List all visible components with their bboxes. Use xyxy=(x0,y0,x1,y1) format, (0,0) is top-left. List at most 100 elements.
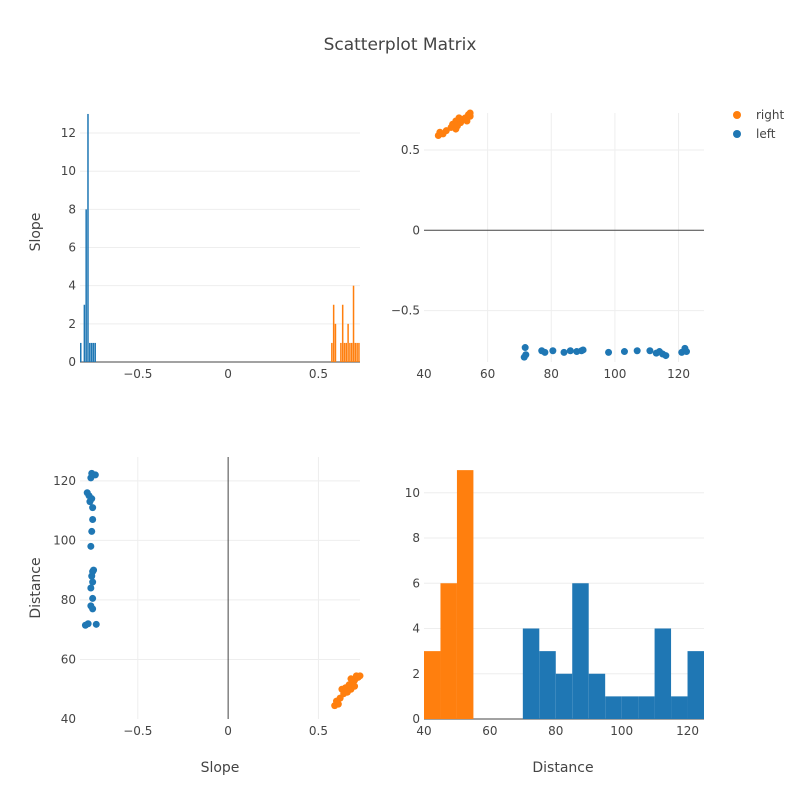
scatter-point-left xyxy=(83,489,91,497)
legend-label-left: left xyxy=(756,127,776,141)
legend-label-right: right xyxy=(756,108,784,122)
scatter-point-right xyxy=(351,682,359,690)
histogram-bar-right xyxy=(347,323,349,362)
x-tick-label: 100 xyxy=(610,724,633,738)
histogram-bar-left xyxy=(687,651,704,719)
scatter-point-left xyxy=(549,347,557,355)
y-tick-label: 2 xyxy=(412,667,420,681)
legend-marker-left xyxy=(733,130,741,138)
scatter-point-left xyxy=(88,527,96,535)
y-tick-label: 60 xyxy=(61,652,76,666)
scatter-point-right xyxy=(347,675,355,683)
x-tick-label: 40 xyxy=(416,724,431,738)
x-tick-label: 60 xyxy=(480,367,495,381)
scatter-point-left xyxy=(520,353,528,361)
histogram-bar-right xyxy=(440,583,457,719)
y-tick-label: 4 xyxy=(68,279,76,293)
histogram-bar-right xyxy=(352,285,355,362)
y-tick-label: 10 xyxy=(405,486,420,500)
histogram-bar-left xyxy=(671,696,688,719)
scatter-point-left xyxy=(81,621,89,629)
y-tick-label: 8 xyxy=(68,202,76,216)
scatter-point-left xyxy=(89,516,97,524)
scatter-point-left xyxy=(87,602,95,610)
x-tick-label: 100 xyxy=(603,367,626,381)
legend-item-right[interactable]: right xyxy=(733,108,784,122)
scatter-point-left xyxy=(633,347,641,355)
histogram-bar-right xyxy=(456,470,474,719)
scatter-point-left xyxy=(579,346,587,354)
histogram-bar-right xyxy=(331,342,333,362)
y-tick-label: 80 xyxy=(61,593,76,607)
y-tick-label: 0 xyxy=(412,223,420,237)
histogram-bar-right xyxy=(349,342,351,362)
histogram-bar-right xyxy=(340,342,342,362)
scatter-point-right xyxy=(356,672,364,680)
scatter-point-right xyxy=(455,114,463,122)
histogram-bar-left xyxy=(89,342,91,362)
histogram-bar-right xyxy=(358,342,360,362)
x-tick-label: 80 xyxy=(548,724,563,738)
y-tick-label: 2 xyxy=(68,317,76,331)
x-axis-title-distance: Distance xyxy=(532,760,593,776)
scatter-point-left xyxy=(521,344,529,352)
histogram-bar-left xyxy=(621,696,639,719)
histogram-bar-right xyxy=(334,323,337,362)
histogram-bar-left xyxy=(83,304,86,362)
legend-marker-right xyxy=(733,111,741,119)
x-tick-label: −0.5 xyxy=(123,724,152,738)
histogram-bar-right xyxy=(356,342,358,362)
x-tick-label: 0 xyxy=(224,367,232,381)
scatter-point-left xyxy=(683,348,690,356)
y-tick-label: 40 xyxy=(61,712,76,726)
y-tick-label: 6 xyxy=(412,576,420,590)
histogram-bar-left xyxy=(92,342,95,362)
x-axis-title-slope: Slope xyxy=(201,760,240,776)
legend-item-left[interactable]: left xyxy=(733,127,776,141)
scatter-point-left xyxy=(89,594,97,602)
histogram-bar-right xyxy=(354,342,357,362)
panel-distance-vs-slope: 40 60 80 100 120 −0.5 0 0.5 xyxy=(391,109,704,381)
histogram-bar-right xyxy=(343,342,346,362)
scatter-point-left xyxy=(92,620,100,628)
histogram-bar-right xyxy=(332,304,335,362)
chart-title: Scatterplot Matrix xyxy=(324,35,477,55)
y-tick-label: 8 xyxy=(412,531,420,545)
histogram-bar-right xyxy=(424,651,441,719)
y-tick-label: 0 xyxy=(68,355,76,369)
scatter-point-left xyxy=(566,347,574,355)
y-axis-title-distance: Distance xyxy=(28,557,44,618)
histogram-bar-right xyxy=(341,304,344,362)
y-tick-label: 6 xyxy=(68,241,76,255)
x-tick-label: −0.5 xyxy=(123,367,152,381)
scatter-point-left xyxy=(88,469,96,477)
x-tick-label: 80 xyxy=(544,367,559,381)
scatter-point-left xyxy=(90,566,98,574)
y-tick-label: 10 xyxy=(61,164,76,178)
histogram-bar-left xyxy=(638,696,655,719)
y-tick-label: 4 xyxy=(412,622,420,636)
histogram-bar-left xyxy=(654,628,672,719)
scatter-point-left xyxy=(560,348,568,356)
scatter-point-right xyxy=(466,109,474,117)
histogram-bar-left xyxy=(555,673,573,719)
y-tick-label: 0.5 xyxy=(401,143,420,157)
scatter-point-left xyxy=(646,347,654,355)
x-tick-label: 40 xyxy=(416,367,431,381)
scatter-point-left xyxy=(89,504,97,512)
x-tick-label: 0 xyxy=(224,724,232,738)
histogram-bar-left xyxy=(90,342,93,362)
y-tick-label: 0 xyxy=(412,712,420,726)
y-tick-label: 100 xyxy=(53,533,76,547)
histogram-bar-left xyxy=(80,342,82,362)
histogram-bar-left xyxy=(572,583,589,719)
scatter-point-left xyxy=(87,584,95,592)
scatter-point-left xyxy=(89,578,97,586)
legend[interactable]: right left xyxy=(733,108,784,141)
y-tick-label: 12 xyxy=(61,126,76,140)
scatter-point-left xyxy=(87,542,95,550)
y-tick-label: 120 xyxy=(53,474,76,488)
